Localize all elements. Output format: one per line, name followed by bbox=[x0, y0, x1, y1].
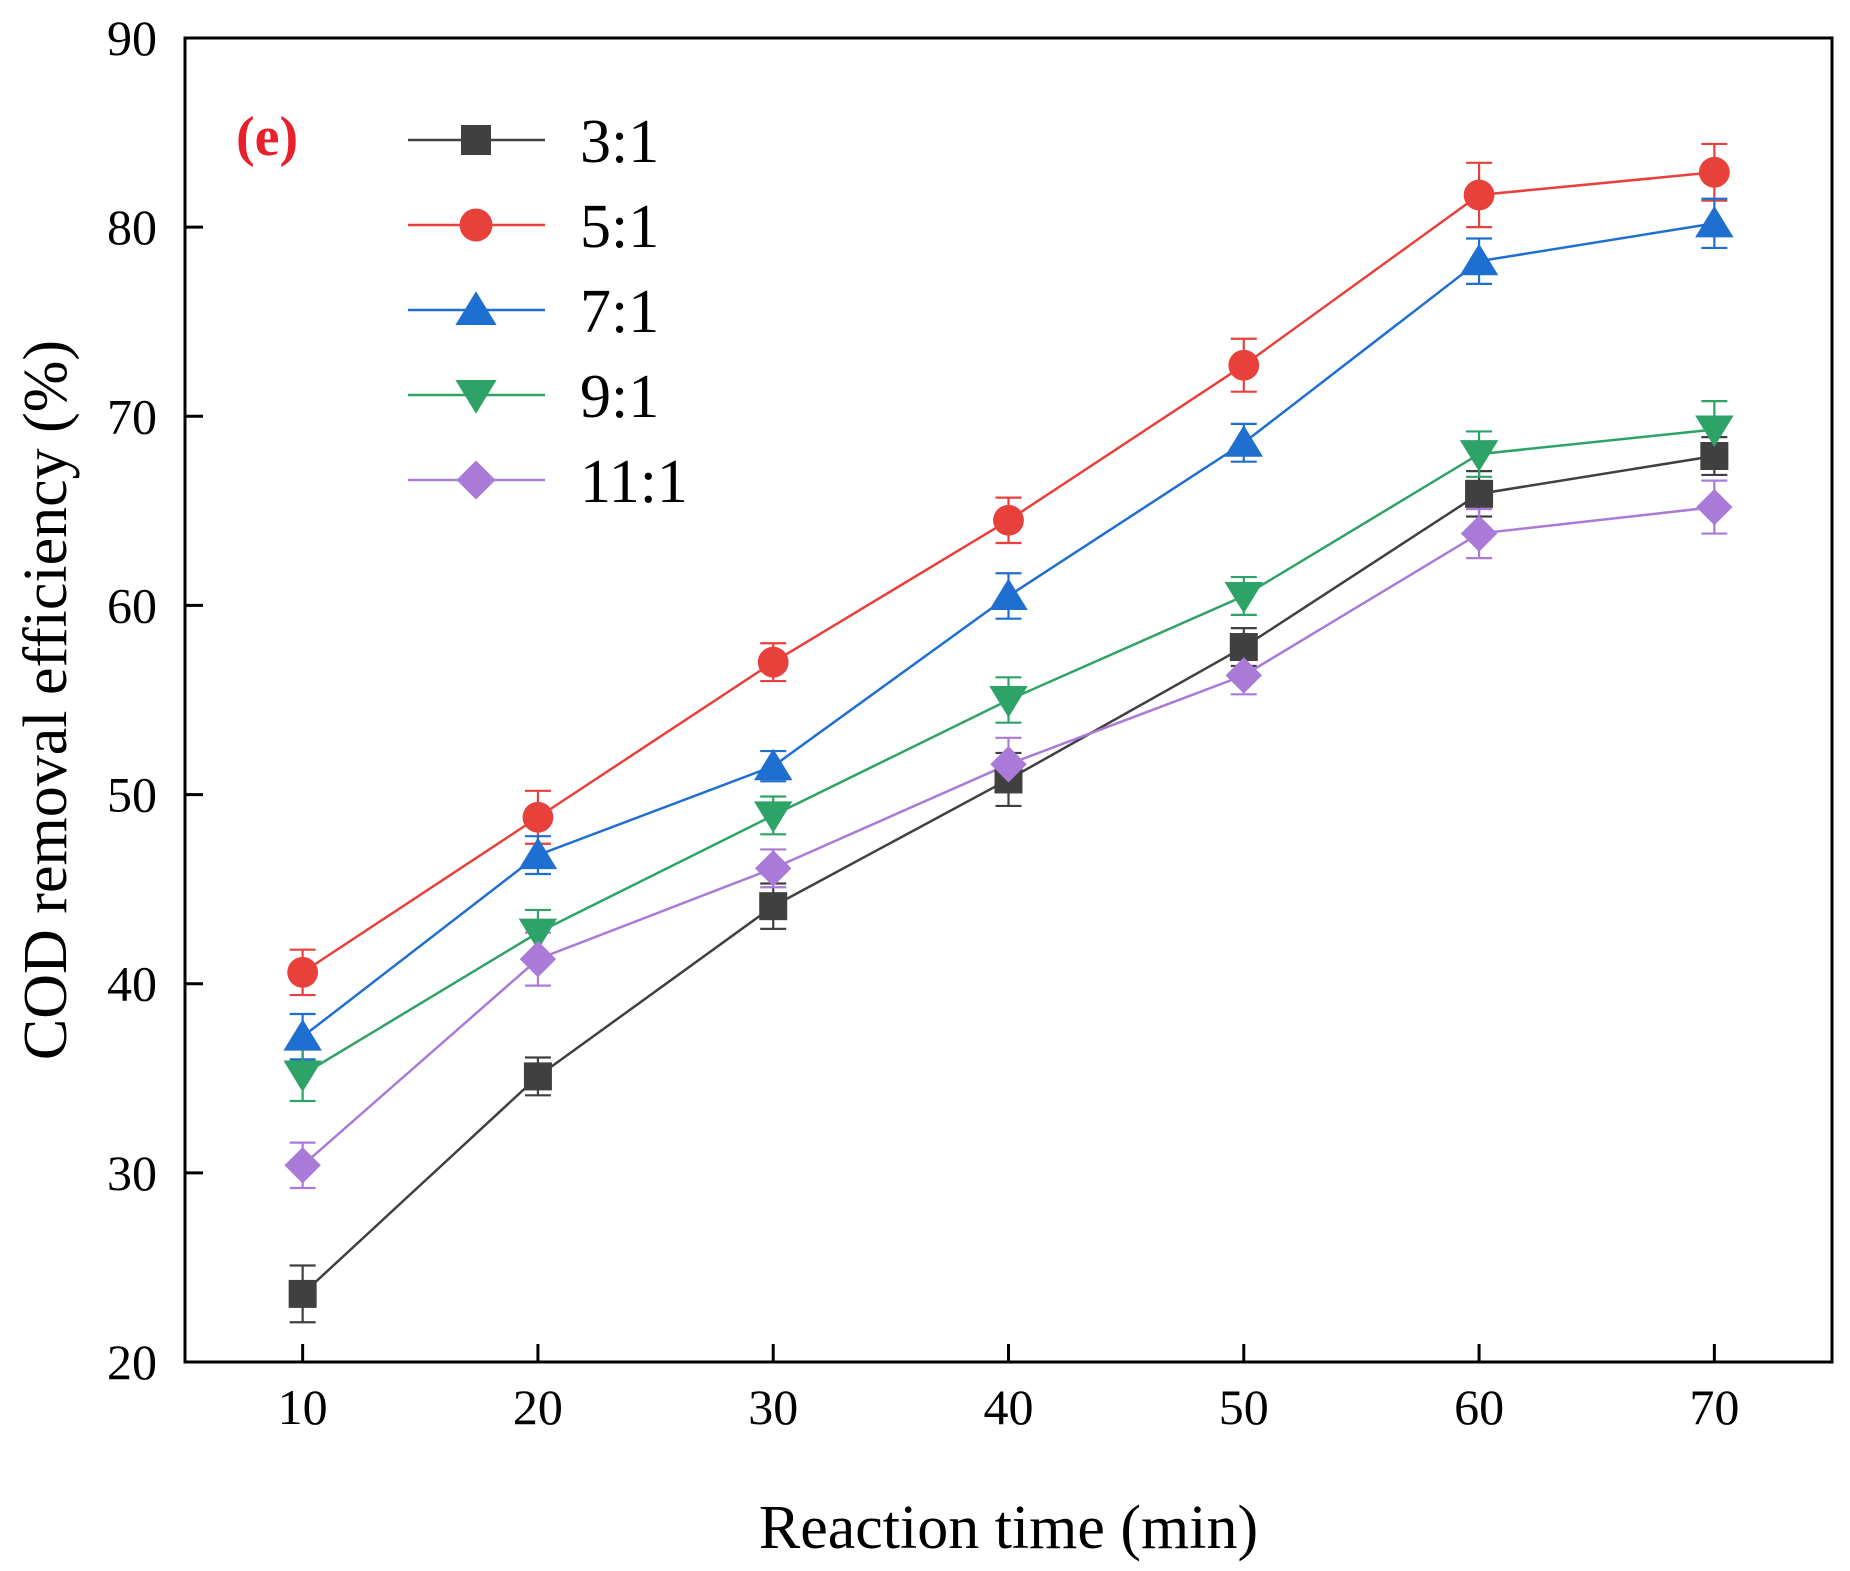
y-tick-label: 90 bbox=[107, 10, 157, 66]
x-tick-label: 20 bbox=[513, 1379, 563, 1435]
marker-square bbox=[759, 892, 788, 921]
marker-triangle-up bbox=[1459, 243, 1499, 276]
marker-circle bbox=[287, 956, 319, 988]
y-ticks-layer: 20 30 40 50 60 70 80 90 bbox=[107, 10, 203, 1390]
marker-triangle-up bbox=[753, 748, 793, 781]
marker-triangle-up bbox=[989, 578, 1028, 610]
error-bars-layer bbox=[289, 142, 1728, 1324]
x-tick-label: 50 bbox=[1219, 1379, 1269, 1435]
legend-label: 9:1 bbox=[580, 363, 659, 431]
y-tick-label: 30 bbox=[107, 1145, 157, 1201]
x-tick-label: 40 bbox=[984, 1379, 1034, 1435]
marker-diamond bbox=[755, 850, 792, 887]
marker-triangle-up bbox=[283, 1019, 322, 1051]
panel-label: (e) bbox=[236, 106, 298, 168]
series-line bbox=[301, 222, 1715, 1038]
x-tick-label: 70 bbox=[1689, 1379, 1739, 1435]
marker-triangle-down bbox=[1695, 415, 1734, 448]
marker-triangle-down bbox=[283, 1060, 322, 1093]
marker-circle bbox=[1463, 179, 1495, 211]
marker-triangle-down bbox=[455, 380, 497, 414]
marker-triangle-down bbox=[1459, 440, 1499, 472]
marker-square bbox=[461, 125, 491, 155]
marker-triangle-down bbox=[1224, 581, 1264, 614]
marker-square bbox=[1229, 633, 1258, 662]
x-tick-label: 30 bbox=[748, 1379, 798, 1435]
legend-label: 5:1 bbox=[580, 193, 659, 261]
legend-label: 11:1 bbox=[580, 448, 688, 516]
marker-square bbox=[1465, 479, 1494, 508]
marker-triangle-up bbox=[1695, 205, 1734, 238]
marker-diamond bbox=[519, 940, 557, 978]
marker-triangle-up bbox=[455, 291, 497, 325]
marker-triangle-up bbox=[1224, 425, 1264, 457]
x-tick-label: 10 bbox=[278, 1379, 328, 1435]
y-tick-label: 20 bbox=[107, 1334, 157, 1390]
legend: 3:1 5:1 7:1 9:1 11:1 bbox=[408, 108, 688, 516]
y-tick-label: 40 bbox=[107, 956, 157, 1012]
marker-diamond bbox=[456, 460, 496, 500]
marker-diamond bbox=[284, 1147, 321, 1184]
marker-circle bbox=[1228, 349, 1260, 381]
marker-diamond bbox=[1225, 657, 1262, 694]
marker-diamond bbox=[990, 746, 1027, 783]
y-axis-title: COD removal efficiency (%) bbox=[12, 340, 80, 1060]
marker-triangle-down bbox=[518, 918, 558, 951]
marker-square bbox=[523, 1062, 552, 1091]
marker-diamond bbox=[1696, 488, 1733, 526]
x-ticks-layer: 10 20 30 40 50 60 70 bbox=[278, 1344, 1739, 1435]
marker-circle bbox=[459, 208, 493, 242]
markers-layer bbox=[283, 156, 1734, 1308]
legend-label: 3:1 bbox=[580, 108, 659, 176]
marker-circle bbox=[757, 646, 789, 678]
legend-label: 7:1 bbox=[580, 278, 659, 346]
series-lines-layer bbox=[301, 171, 1715, 1295]
marker-triangle-down bbox=[753, 801, 793, 833]
y-tick-label: 80 bbox=[107, 199, 157, 255]
y-tick-label: 50 bbox=[107, 767, 157, 823]
marker-triangle-up bbox=[518, 837, 558, 870]
x-tick-label: 60 bbox=[1454, 1379, 1504, 1435]
marker-circle bbox=[993, 504, 1024, 536]
marker-diamond bbox=[1460, 515, 1498, 552]
y-tick-label: 60 bbox=[107, 577, 157, 633]
marker-circle bbox=[522, 801, 554, 833]
marker-triangle-down bbox=[989, 686, 1028, 718]
marker-circle bbox=[1698, 156, 1730, 188]
marker-square bbox=[288, 1279, 317, 1308]
y-tick-label: 70 bbox=[107, 388, 157, 444]
x-axis-title: Reaction time (min) bbox=[759, 1494, 1258, 1562]
